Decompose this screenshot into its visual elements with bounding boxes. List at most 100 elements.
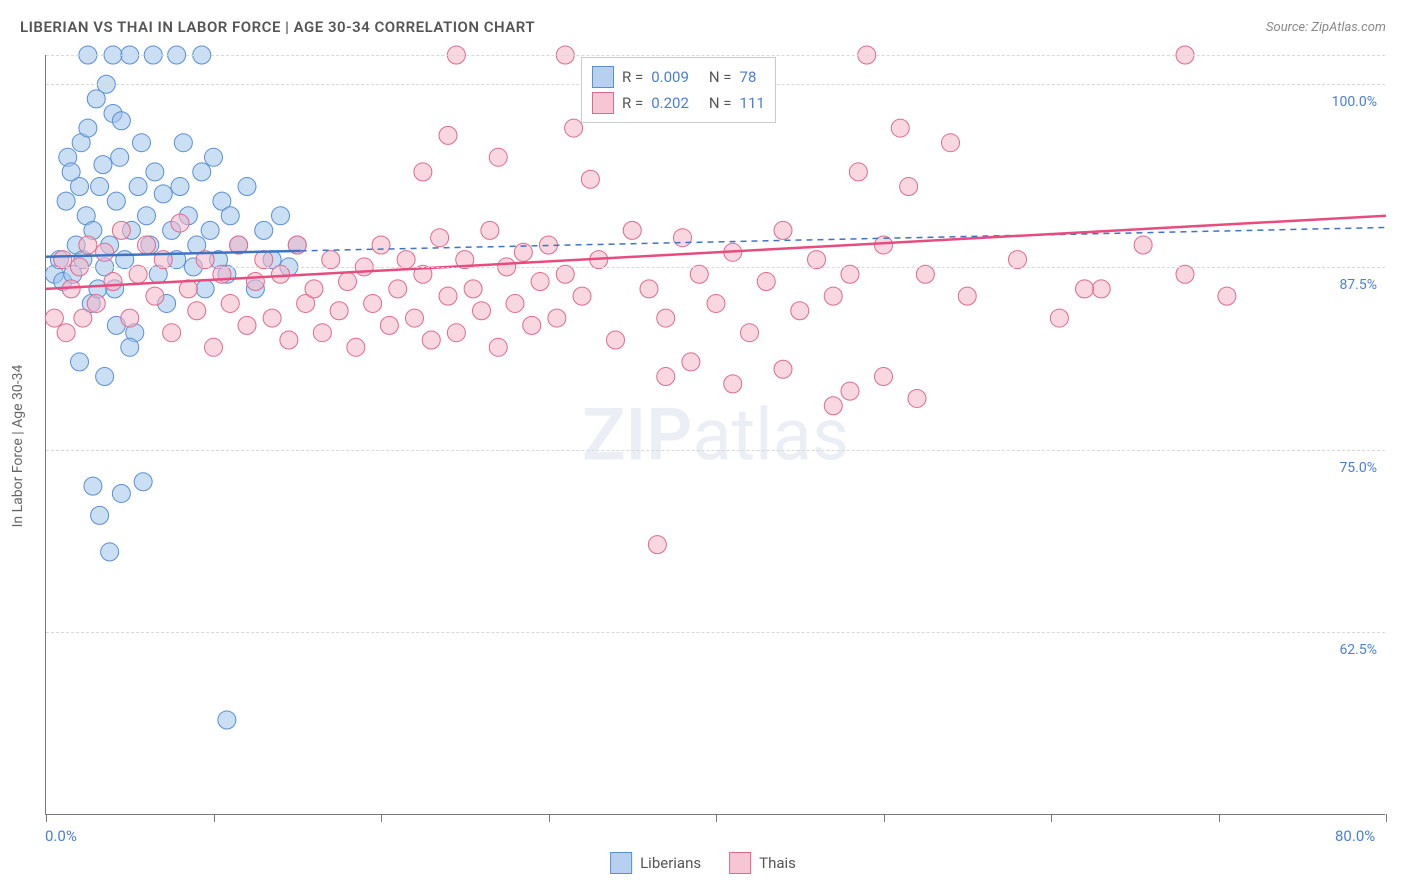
scatter-point — [96, 368, 114, 386]
scatter-point — [111, 148, 129, 166]
scatter-point — [774, 221, 792, 239]
scatter-point — [1009, 251, 1027, 269]
title-bar: LIBERIAN VS THAI IN LABOR FORCE | AGE 30… — [20, 18, 1386, 36]
scatter-point — [255, 251, 273, 269]
scatter-point — [104, 273, 122, 291]
legend-r-label: R = — [622, 68, 643, 86]
ytick-label: 62.5% — [1339, 642, 1377, 658]
scatter-point — [556, 265, 574, 283]
scatter-point — [372, 236, 390, 254]
scatter-point — [305, 280, 323, 298]
chart-container: LIBERIAN VS THAI IN LABOR FORCE | AGE 30… — [0, 0, 1406, 892]
scatter-point — [45, 309, 63, 327]
xaxis-max-label: 80.0% — [1335, 827, 1375, 845]
scatter-point — [121, 338, 139, 356]
scatter-point — [79, 119, 97, 137]
scatter-point — [74, 309, 92, 327]
scatter-point — [339, 273, 357, 291]
scatter-point — [238, 178, 256, 196]
scatter-point — [741, 324, 759, 342]
scatter-point — [707, 294, 725, 312]
scatter-point — [464, 280, 482, 298]
xaxis-min-label: 0.0% — [45, 827, 77, 845]
plot-svg — [46, 55, 1385, 814]
scatter-point — [414, 163, 432, 181]
scatter-point — [900, 178, 918, 196]
scatter-point — [774, 360, 792, 378]
scatter-point — [431, 229, 449, 247]
legend-top-row: R =0.009N =78 — [592, 64, 765, 90]
scatter-point — [188, 302, 206, 320]
scatter-point — [439, 126, 457, 144]
scatter-point — [1092, 280, 1110, 298]
scatter-point — [129, 178, 147, 196]
scatter-point — [891, 119, 909, 137]
gridline — [46, 450, 1385, 451]
scatter-point — [657, 368, 675, 386]
scatter-point — [942, 134, 960, 152]
scatter-point — [205, 148, 223, 166]
scatter-point — [1176, 265, 1194, 283]
scatter-point — [447, 324, 465, 342]
legend-bottom: LiberiansThais — [610, 852, 796, 874]
scatter-point — [1134, 236, 1152, 254]
scatter-point — [138, 207, 156, 225]
legend-top: R =0.009N =78R =0.202N =111 — [581, 57, 776, 123]
scatter-point — [439, 287, 457, 305]
scatter-point — [272, 207, 290, 225]
xtick — [884, 814, 885, 822]
scatter-point — [146, 163, 164, 181]
scatter-point — [364, 294, 382, 312]
scatter-point — [201, 221, 219, 239]
scatter-point — [57, 192, 75, 210]
scatter-point — [84, 477, 102, 495]
scatter-point — [347, 338, 365, 356]
legend-swatch — [610, 852, 632, 874]
scatter-point — [94, 156, 112, 174]
legend-n-label: N = — [709, 94, 732, 112]
ytick-label: 87.5% — [1339, 277, 1377, 293]
xtick — [716, 814, 717, 822]
legend-n-value: 111 — [740, 94, 765, 112]
gridline — [46, 632, 1385, 633]
scatter-point — [101, 543, 119, 561]
xtick — [1051, 814, 1052, 822]
scatter-point — [272, 265, 290, 283]
scatter-point — [640, 280, 658, 298]
scatter-point — [205, 338, 223, 356]
scatter-point — [623, 221, 641, 239]
scatter-point — [154, 185, 172, 203]
scatter-point — [674, 229, 692, 247]
scatter-point — [682, 353, 700, 371]
scatter-point — [958, 287, 976, 305]
scatter-point — [221, 207, 239, 225]
scatter-point — [489, 338, 507, 356]
scatter-point — [824, 397, 842, 415]
xtick — [1219, 814, 1220, 822]
legend-bottom-item: Liberians — [610, 852, 701, 874]
scatter-point — [132, 134, 150, 152]
plot-area: ZIPatlas 62.5%75.0%87.5%100.0% — [45, 55, 1385, 815]
legend-top-row: R =0.202N =111 — [592, 90, 765, 116]
scatter-point — [112, 112, 130, 130]
scatter-point — [573, 287, 591, 305]
scatter-point — [96, 243, 114, 261]
scatter-point — [107, 192, 125, 210]
scatter-point — [171, 214, 189, 232]
legend-bottom-label: Liberians — [640, 854, 701, 872]
gridline — [46, 55, 1385, 56]
scatter-point — [112, 484, 130, 502]
scatter-point — [138, 236, 156, 254]
scatter-point — [506, 294, 524, 312]
scatter-point — [565, 119, 583, 137]
scatter-point — [531, 273, 549, 291]
scatter-point — [757, 273, 775, 291]
legend-r-value: 0.202 — [651, 94, 689, 112]
scatter-point — [824, 287, 842, 305]
scatter-point — [71, 178, 89, 196]
legend-swatch — [729, 852, 751, 874]
scatter-point — [657, 309, 675, 327]
legend-swatch — [592, 66, 614, 88]
legend-r-value: 0.009 — [651, 68, 689, 86]
ytick-label: 75.0% — [1339, 460, 1377, 476]
